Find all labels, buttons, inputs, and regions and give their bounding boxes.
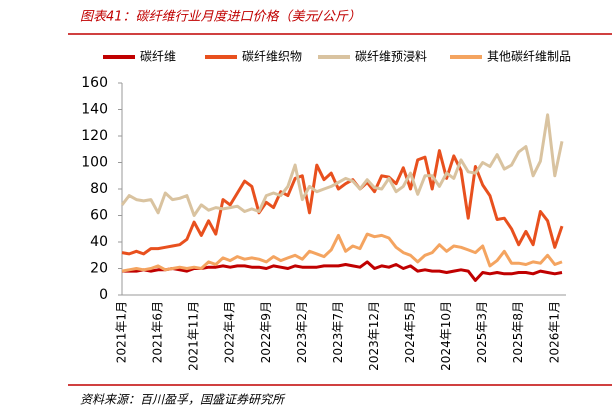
- x-tick-label: 2021年1月: [115, 301, 129, 363]
- x-tick-label: 2021年11月: [187, 301, 201, 371]
- series-line: [121, 149, 564, 256]
- x-tick-label: 2026年1月: [547, 301, 561, 363]
- y-tick-label: 160: [81, 75, 108, 91]
- x-tick-label: 2024年10月: [439, 301, 453, 371]
- legend-label: 碳纤维织物: [242, 50, 302, 64]
- x-tick-label: 2023年2月: [295, 301, 309, 363]
- y-tick-label: 20: [90, 261, 108, 277]
- legend-label: 碳纤维: [140, 50, 176, 64]
- series-line: [120, 113, 564, 217]
- legend-label: 其他碳纤维制品: [487, 50, 571, 64]
- y-tick-label: 120: [81, 128, 108, 144]
- x-tick-label: 2022年9月: [259, 301, 273, 363]
- x-tick-label: 2025年3月: [475, 301, 489, 363]
- y-tick-label: 100: [81, 155, 108, 171]
- y-tick-label: 0: [99, 287, 108, 303]
- x-tick-label: 2024年5月: [403, 301, 417, 363]
- y-tick-label: 80: [90, 181, 108, 197]
- x-tick-label: 2021年6月: [151, 301, 165, 363]
- y-tick-label: 140: [81, 102, 108, 118]
- y-tick-label: 60: [90, 208, 108, 224]
- x-tick-label: 2023年12月: [367, 301, 381, 371]
- series-line: [121, 232, 563, 273]
- series-line: [122, 260, 563, 282]
- legend-label: 碳纤维预浸料: [355, 50, 427, 64]
- x-tick-label: 2025年8月: [511, 301, 525, 363]
- x-tick-label: 2023年7月: [331, 301, 345, 363]
- y-tick-label: 40: [90, 234, 108, 250]
- source: 资料来源：百川盈孚，国盛证券研究所: [80, 393, 286, 407]
- chart-title: 图表41：碳纤维行业月度进口价格（美元/公斤）: [80, 9, 361, 25]
- x-tick-label: 2022年4月: [223, 301, 237, 363]
